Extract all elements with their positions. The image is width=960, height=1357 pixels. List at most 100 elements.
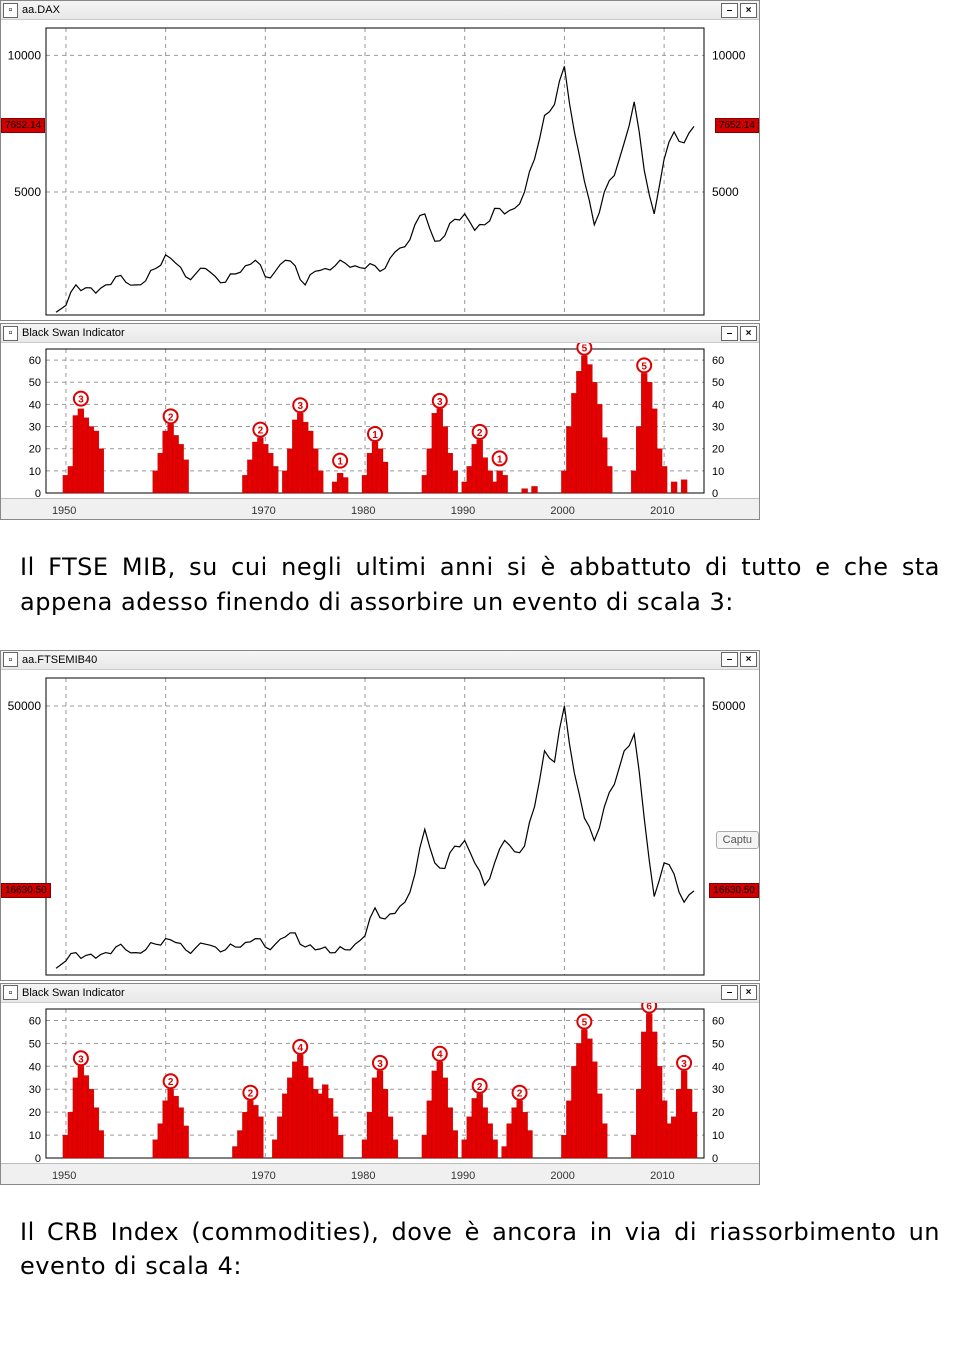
window-titlebar: ▫ Black Swan Indicator – ×	[1, 324, 759, 343]
window-title: aa.DAX	[22, 4, 719, 16]
dax-indicator-chart: 3223113215500101020203030404050506060	[1, 343, 759, 498]
svg-text:2: 2	[258, 426, 264, 437]
svg-text:5: 5	[582, 344, 588, 355]
svg-text:40: 40	[712, 399, 724, 411]
ftsemib-indicator-chart: 3224342256300101020203030404050506060	[1, 1003, 759, 1163]
svg-text:50000: 50000	[8, 699, 42, 713]
svg-text:4: 4	[297, 1042, 303, 1053]
window-title: Black Swan Indicator	[22, 327, 719, 339]
svg-text:3: 3	[297, 401, 303, 412]
chart-icon: ▫	[3, 652, 18, 667]
svg-text:50: 50	[712, 1038, 724, 1050]
chart-icon: ▫	[3, 326, 18, 341]
svg-text:2: 2	[477, 1081, 483, 1092]
svg-text:0: 0	[712, 1153, 718, 1163]
svg-text:10: 10	[29, 1130, 41, 1142]
svg-text:30: 30	[29, 422, 41, 434]
paragraph-ftsemib: Il FTSE MIB, su cui negli ultimi anni si…	[20, 550, 940, 620]
x-tick-label: 2000	[550, 1170, 574, 1182]
chart-icon: ▫	[3, 985, 18, 1000]
svg-text:6: 6	[646, 1003, 652, 1013]
svg-text:10: 10	[712, 1130, 724, 1142]
svg-text:30: 30	[712, 422, 724, 434]
svg-text:3: 3	[437, 397, 443, 408]
x-tick-label: 1950	[52, 505, 76, 517]
svg-text:60: 60	[712, 1015, 724, 1027]
close-button[interactable]: ×	[740, 985, 757, 1000]
svg-text:5: 5	[641, 361, 647, 372]
x-tick-label: 1980	[351, 1170, 375, 1182]
svg-text:1: 1	[372, 430, 378, 441]
window-title: Black Swan Indicator	[22, 987, 719, 999]
svg-text:30: 30	[712, 1084, 724, 1096]
svg-text:2: 2	[168, 1077, 174, 1088]
svg-text:20: 20	[712, 1107, 724, 1119]
svg-text:3: 3	[78, 395, 84, 406]
price-tag-right: 7652.14	[715, 118, 759, 133]
svg-text:20: 20	[29, 1107, 41, 1119]
x-tick-label: 2000	[550, 505, 574, 517]
minimize-button[interactable]: –	[721, 326, 738, 341]
svg-text:2: 2	[248, 1088, 254, 1099]
svg-text:40: 40	[29, 399, 41, 411]
window-titlebar: ▫ aa.FTSEMIB40 – ×	[1, 651, 759, 670]
svg-text:5: 5	[582, 1017, 588, 1028]
dax-price-chart: 10000 5000 10000 5000 7652.14 7652.14	[1, 20, 759, 320]
svg-text:3: 3	[681, 1058, 687, 1069]
minimize-button[interactable]: –	[721, 3, 738, 18]
capture-button[interactable]: Captu	[716, 831, 759, 849]
x-tick-label: 1970	[251, 1170, 275, 1182]
chart-icon: ▫	[3, 3, 18, 18]
svg-text:2: 2	[517, 1088, 523, 1099]
svg-text:2: 2	[168, 412, 174, 423]
x-tick-label: 1990	[451, 505, 475, 517]
x-tick-label: 1970	[251, 505, 275, 517]
svg-text:10000: 10000	[8, 48, 42, 62]
svg-text:3: 3	[78, 1054, 84, 1065]
minimize-button[interactable]: –	[721, 652, 738, 667]
svg-text:30: 30	[29, 1084, 41, 1096]
svg-text:5000: 5000	[14, 185, 41, 199]
svg-text:40: 40	[29, 1061, 41, 1073]
svg-text:0: 0	[712, 488, 718, 498]
x-axis: 1950 1970 1980 1990 2000 2010	[1, 1163, 759, 1184]
x-tick-label: 1980	[351, 505, 375, 517]
svg-text:0: 0	[35, 488, 41, 498]
close-button[interactable]: ×	[740, 652, 757, 667]
svg-text:0: 0	[35, 1153, 41, 1163]
x-tick-label: 1990	[451, 1170, 475, 1182]
svg-text:10: 10	[712, 466, 724, 478]
window-titlebar: ▫ Black Swan Indicator – ×	[1, 984, 759, 1003]
close-button[interactable]: ×	[740, 3, 757, 18]
svg-text:20: 20	[29, 444, 41, 456]
window-title: aa.FTSEMIB40	[22, 654, 719, 666]
x-tick-label: 1950	[52, 1170, 76, 1182]
price-tag-right: 16630.50	[709, 883, 759, 898]
svg-text:50: 50	[29, 377, 41, 389]
svg-text:1: 1	[497, 454, 503, 465]
svg-text:50: 50	[29, 1038, 41, 1050]
svg-text:60: 60	[29, 355, 41, 367]
svg-text:2: 2	[477, 428, 483, 439]
close-button[interactable]: ×	[740, 326, 757, 341]
svg-text:10000: 10000	[712, 48, 746, 62]
x-axis: 1950 1970 1980 1990 2000 2010	[1, 498, 759, 519]
price-tag-left: 7652.14	[1, 118, 45, 133]
x-tick-label: 2010	[650, 1170, 674, 1182]
x-tick-label: 2010	[650, 505, 674, 517]
minimize-button[interactable]: –	[721, 985, 738, 1000]
svg-text:10: 10	[29, 466, 41, 478]
ftsemib-price-chart: 50000 50000 16630.50 16630.50 Captu	[1, 670, 759, 980]
svg-text:4: 4	[437, 1049, 443, 1060]
svg-text:40: 40	[712, 1061, 724, 1073]
ftsemib-indicator-window: ▫ Black Swan Indicator – × 3 2 2 4 3 4 2 2 5 6 30 0…	[0, 983, 760, 1185]
paragraph-crb: Il CRB Index (commodities), dove è ancor…	[20, 1215, 940, 1285]
svg-text:60: 60	[712, 355, 724, 367]
svg-text:50000: 50000	[712, 699, 746, 713]
ftsemib-price-window: ▫ aa.FTSEMIB40 – × 50000 50000 16630.50 166…	[0, 650, 760, 981]
dax-indicator-window: ▫ Black Swan Indicator – × 3223113215500…	[0, 323, 760, 520]
window-titlebar: ▫ aa.DAX – ×	[1, 1, 759, 20]
price-tag-left: 16630.50	[1, 883, 51, 898]
svg-text:5000: 5000	[712, 185, 739, 199]
svg-text:20: 20	[712, 444, 724, 456]
